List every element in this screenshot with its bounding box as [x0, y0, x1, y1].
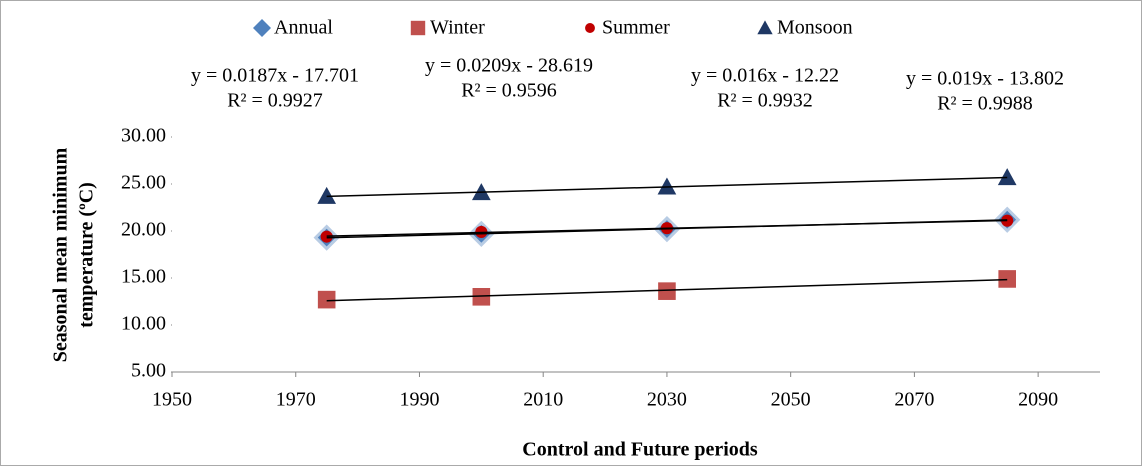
marker: [658, 282, 676, 300]
marker: [320, 230, 333, 243]
trendline-label: y = 0.019x - 13.802: [906, 68, 1064, 90]
trendline-label: y = 0.0187x - 17.701: [191, 65, 359, 87]
trendline: [326, 278, 1008, 302]
legend-label: Summer: [602, 17, 670, 39]
x-tick-label: 2010: [523, 389, 563, 411]
marker: [472, 288, 491, 306]
legend-marker: [585, 23, 595, 33]
marker: [317, 186, 337, 204]
trendline-label: R² = 0.9988: [937, 93, 1033, 115]
x-tick-label: 1970: [276, 389, 316, 411]
x-tick-label: 2070: [894, 389, 934, 411]
x-tick-label: 1990: [399, 389, 439, 411]
marker: [657, 177, 677, 195]
legend-label: Monsoon: [777, 17, 853, 39]
marker: [998, 270, 1016, 288]
trendline-label: y = 0.016x - 12.22: [691, 65, 839, 87]
y-tick-label: 5.00: [131, 360, 166, 382]
y-tick-label: 20.00: [121, 219, 166, 241]
y-tick-label: 30.00: [121, 125, 166, 147]
trendline-label: R² = 0.9927: [227, 90, 323, 112]
legend-marker: [253, 19, 271, 37]
legend-marker: [410, 20, 426, 36]
marker: [317, 290, 336, 309]
y-axis-title: temperature (ºC): [76, 182, 98, 328]
trendline: [326, 219, 1008, 237]
trendline: [326, 176, 1008, 198]
x-tick-label: 1950: [152, 389, 192, 411]
x-tick-label: 2030: [647, 389, 687, 411]
trendline-label: y = 0.0209x - 28.619: [425, 55, 593, 77]
y-tick-label: 10.00: [121, 313, 166, 335]
x-tick-label: 2090: [1018, 389, 1058, 411]
legend-marker: [757, 20, 773, 35]
trendline-label: R² = 0.9596: [461, 80, 557, 102]
y-axis-title: Seasonal mean minimum: [50, 147, 72, 362]
x-tick-label: 2050: [771, 389, 811, 411]
legend-label: Winter: [430, 17, 485, 39]
marker: [997, 168, 1017, 186]
trendline-label: R² = 0.9932: [717, 90, 813, 112]
x-axis-title: Control and Future periods: [522, 439, 758, 461]
y-tick-label: 25.00: [121, 172, 166, 194]
legend-label: Annual: [274, 17, 333, 39]
y-tick-label: 15.00: [121, 266, 166, 288]
